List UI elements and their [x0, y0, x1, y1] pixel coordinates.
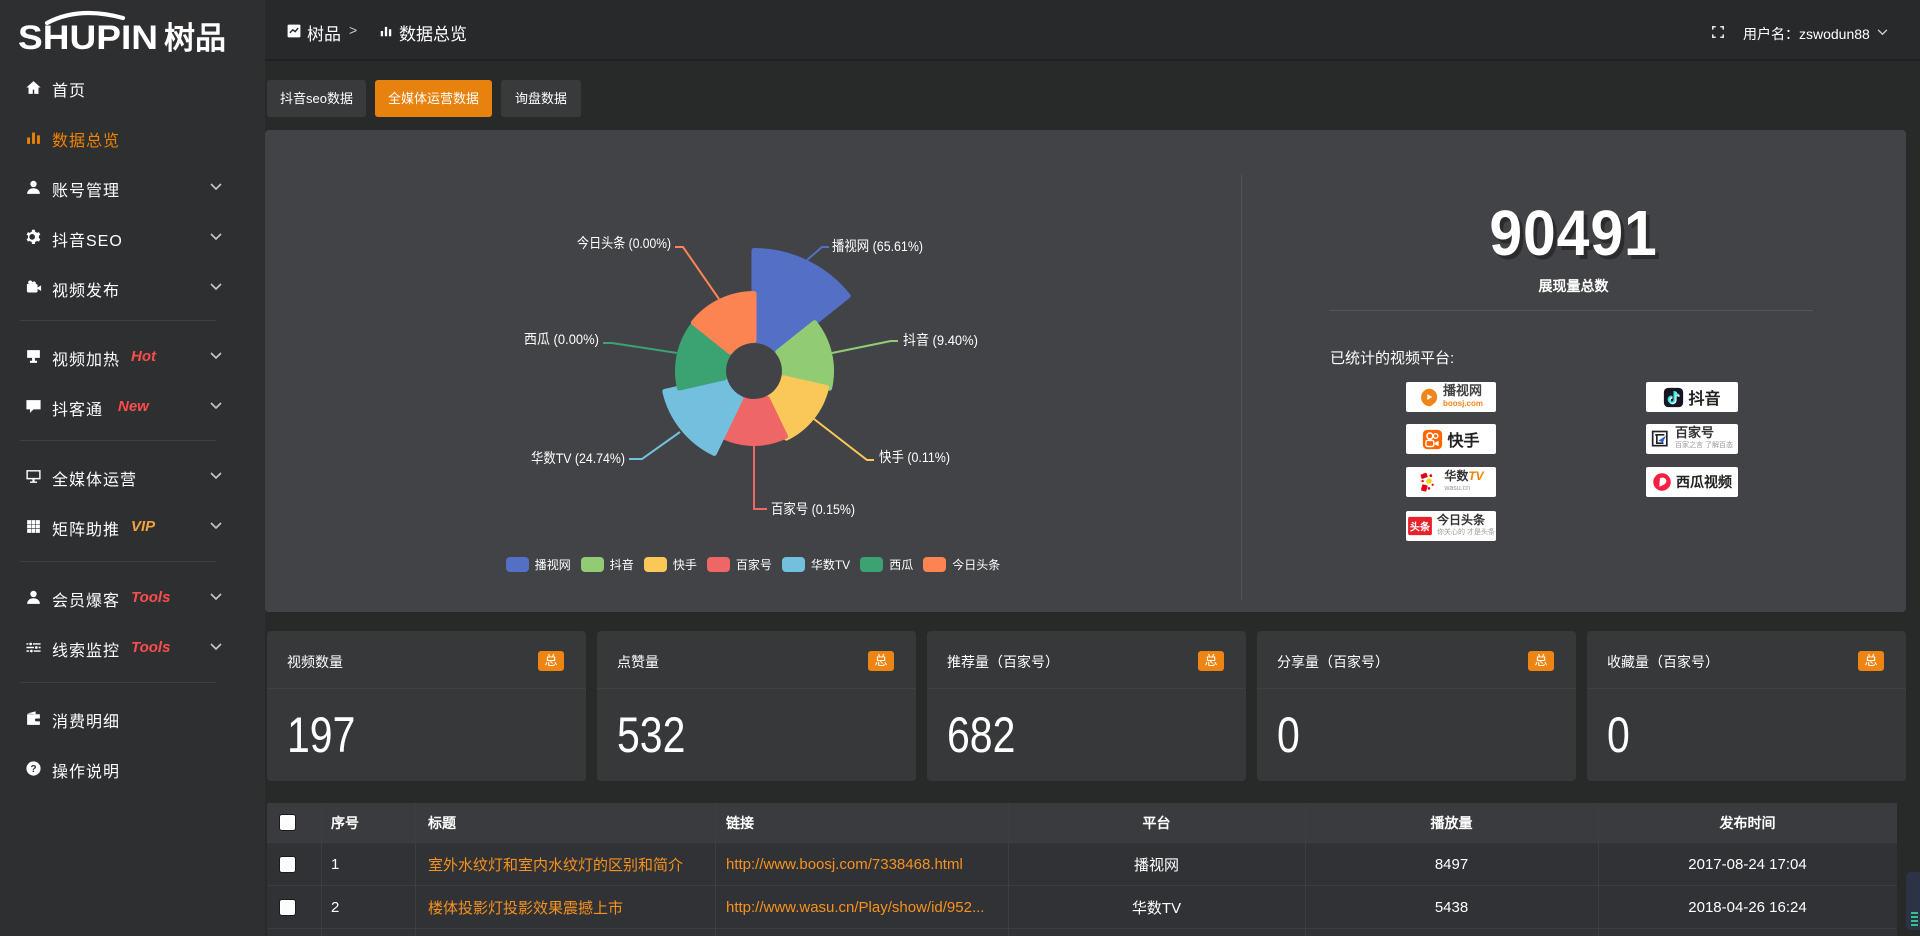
svg-text:抖音 (9.40%): 抖音 (9.40%): [903, 332, 978, 348]
svg-text:华数TV (24.74%): 华数TV (24.74%): [531, 450, 625, 466]
svg-text:播视网 (65.61%): 播视网 (65.61%): [832, 238, 923, 254]
svg-text:?: ?: [30, 764, 36, 775]
svg-text:头条: 头条: [1410, 521, 1431, 534]
svg-text:西瓜 (0.00%): 西瓜 (0.00%): [524, 331, 599, 347]
svg-text:树品: 树品: [164, 21, 226, 56]
svg-text:百家号 (0.15%): 百家号 (0.15%): [771, 501, 855, 517]
svg-text:快手 (0.11%): 快手 (0.11%): [879, 449, 950, 465]
svg-text:今日头条 (0.00%): 今日头条 (0.00%): [577, 235, 671, 251]
svg-text:SHUPIN: SHUPIN: [18, 19, 158, 56]
